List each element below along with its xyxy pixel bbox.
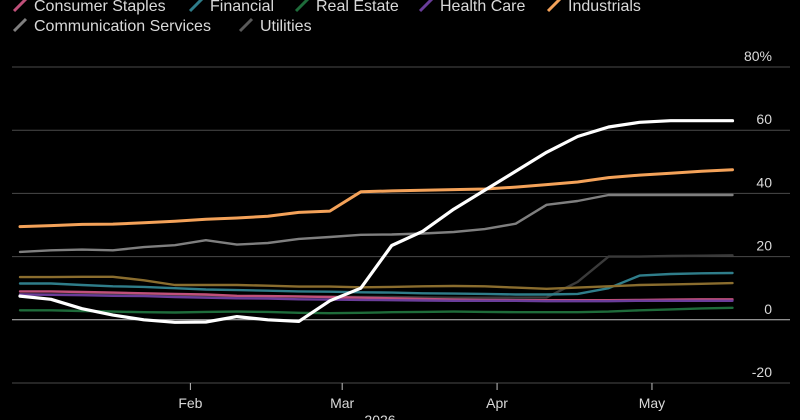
legend-swatch (418, 0, 434, 13)
legend-swatch (12, 0, 28, 13)
x-tick-label: Mar (330, 395, 354, 411)
x-tick-label: Apr (486, 395, 508, 411)
legend-label: Real Estate (316, 0, 399, 15)
x-tick-label: Feb (178, 395, 202, 411)
series-line-financial (18, 271, 734, 296)
legend-swatch (546, 0, 562, 13)
series-line-real-estate (18, 306, 734, 315)
y-tick-label: 40 (756, 174, 772, 190)
y-axis: -20 0 20 40 60 80% (744, 48, 772, 380)
legend-label: Utilities (260, 18, 312, 35)
series-line-health-care (18, 293, 734, 303)
legend-label: Consumer Staples (34, 0, 166, 15)
y-tick-label: 80% (744, 48, 772, 64)
legend-swatch (188, 0, 204, 13)
legend-label: Financial (210, 0, 274, 15)
y-tick-label: -20 (752, 364, 772, 380)
series-line-communication-services (18, 193, 734, 254)
legend-label: Health Care (440, 0, 525, 15)
y-tick-label: 60 (756, 111, 772, 127)
x-axis: Feb Mar Apr May (178, 383, 665, 411)
series-line-industrials (18, 168, 734, 229)
legend-swatch (12, 17, 28, 33)
legend-swatch (294, 0, 310, 13)
series-line-industrials-2 (18, 275, 734, 290)
series-lines (18, 119, 735, 324)
series-line-overall (18, 119, 735, 324)
legend-swatch (238, 17, 254, 33)
legend-label: Industrials (568, 0, 641, 15)
y-tick-label: 20 (756, 238, 772, 254)
x-axis-label: 2026 (364, 412, 395, 420)
x-tick-label: May (639, 395, 665, 411)
y-tick-label: 0 (764, 301, 772, 317)
legend-label: Communication Services (34, 18, 211, 35)
legend: Consumer Staples Financial Real Estate Heal… (12, 0, 641, 35)
grid (12, 66, 790, 384)
